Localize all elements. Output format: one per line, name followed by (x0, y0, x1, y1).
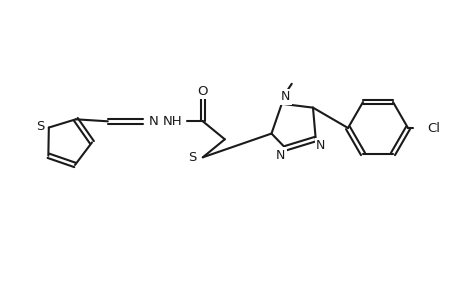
Text: O: O (197, 85, 207, 98)
Text: S: S (188, 151, 196, 164)
Text: NH: NH (162, 115, 182, 128)
Text: Cl: Cl (426, 122, 439, 134)
Text: N: N (275, 149, 285, 162)
Text: S: S (36, 120, 45, 133)
Text: N: N (149, 115, 158, 128)
Text: N: N (280, 90, 290, 103)
Text: N: N (315, 140, 325, 152)
